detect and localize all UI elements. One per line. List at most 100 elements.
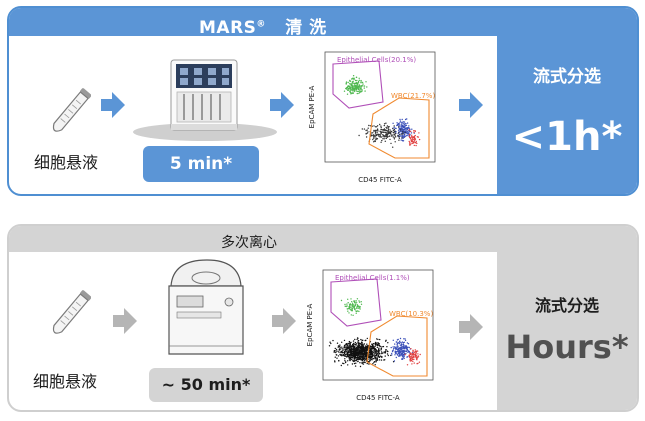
background-event-dot (361, 361, 363, 364)
wbc-event-dot (408, 140, 410, 143)
background-event-dot (354, 365, 357, 367)
background-event-dot (358, 345, 361, 347)
wbc-event-dot (401, 118, 403, 121)
wbc-gate-label: WBC(21.7%) (391, 92, 435, 100)
background-event-dot (386, 125, 389, 127)
background-event-dot (360, 341, 363, 343)
background-event-dot (361, 353, 363, 355)
wbc-event-dot (401, 349, 403, 351)
wbc-event-dot (398, 124, 400, 126)
background-event-dot (375, 137, 377, 139)
background-event-dot (350, 348, 352, 350)
wbc-event-dot (413, 351, 415, 354)
background-event-dot (363, 128, 366, 130)
background-event-dot (376, 338, 378, 340)
background-event-dot (354, 349, 356, 351)
background-event-dot (398, 126, 400, 128)
wbc-event-dot (396, 346, 398, 348)
epithelial-event-dot (344, 303, 346, 306)
background-event-dot (335, 348, 338, 351)
background-event-dot (334, 347, 336, 350)
background-event-dot (357, 360, 359, 363)
wbc-event-dot (408, 133, 411, 136)
epithelial-event-dot (352, 82, 354, 84)
wbc-event-dot (403, 134, 405, 136)
background-event-dot (385, 126, 387, 129)
wbc-event-dot (402, 123, 405, 125)
wbc-event-dot (415, 140, 417, 143)
background-event-dot (380, 141, 382, 143)
background-event-dot (375, 349, 378, 351)
background-event-dot (382, 138, 384, 140)
background-event-dot (356, 337, 359, 339)
background-event-dot (377, 338, 379, 341)
background-event-dot (370, 346, 372, 348)
background-event-dot (364, 339, 366, 342)
wbc-event-dot (410, 139, 412, 141)
background-event-dot (376, 128, 379, 130)
wbc-event-dot (404, 123, 406, 125)
wbc-event-dot (400, 130, 402, 132)
centrifuge-result-block: 流式分选 Hours* (497, 252, 637, 410)
background-event-dot (366, 343, 368, 345)
epithelial-event-dot (354, 304, 356, 307)
background-event-dot (369, 350, 372, 352)
epithelial-event-dot (350, 309, 352, 311)
background-event-dot (337, 350, 339, 352)
background-event-dot (357, 355, 359, 357)
background-event-dot (380, 351, 383, 353)
epithelial-gate (332, 60, 384, 109)
background-event-dot (345, 361, 347, 363)
epithelial-gate-label: Epithelial Cells(1.1%) (335, 274, 410, 282)
wbc-event-dot (399, 347, 401, 350)
wbc-event-dot (412, 350, 414, 353)
wbc-event-dot (415, 142, 417, 144)
epithelial-event-dot (348, 89, 350, 91)
epithelial-event-dot (355, 90, 357, 92)
background-event-dot (353, 362, 356, 365)
wbc-event-dot (403, 354, 405, 357)
wbc-event-dot (392, 122, 394, 125)
background-event-dot (382, 129, 385, 131)
background-event-dot (400, 129, 402, 131)
wbc-event-dot (410, 137, 412, 140)
background-event-dot (374, 126, 377, 128)
wbc-event-dot (417, 353, 419, 355)
wbc-event-dot (393, 360, 396, 362)
wbc-event-dot (417, 356, 419, 358)
background-event-dot (376, 359, 379, 361)
background-event-dot (376, 353, 379, 355)
wbc-event-dot (411, 363, 413, 365)
arrow-right-icon (270, 92, 294, 118)
wbc-event-dot (410, 358, 413, 360)
background-event-dot (376, 125, 379, 127)
wbc-event-dot (416, 136, 419, 138)
background-event-dot (373, 354, 375, 356)
background-event-dot (343, 339, 346, 342)
background-event-dot (343, 351, 346, 353)
background-event-dot (352, 353, 354, 355)
background-event-dot (379, 345, 381, 347)
background-event-dot (398, 137, 401, 139)
background-event-dot (329, 341, 331, 343)
background-event-dot (352, 340, 355, 342)
epithelial-event-dot (359, 85, 361, 87)
epithelial-event-dot (351, 81, 354, 83)
epithelial-event-dot (351, 90, 354, 92)
wbc-event-dot (412, 142, 415, 144)
wbc-event-dot (402, 129, 405, 131)
wbc-event-dot (419, 353, 421, 356)
background-event-dot (356, 352, 358, 354)
flow-sorting-label: 流式分选 (534, 296, 599, 315)
background-event-dot (380, 359, 383, 361)
wbc-event-dot (415, 355, 418, 357)
wbc-event-dot (393, 346, 396, 348)
total-time-value: Hours* (505, 328, 629, 366)
background-event-dot (341, 352, 343, 354)
background-event-dot (373, 347, 376, 350)
wbc-event-dot (400, 121, 402, 124)
background-event-dot (355, 347, 357, 349)
epithelial-event-dot (358, 307, 360, 309)
background-event-dot (393, 138, 396, 140)
background-event-dot (357, 344, 359, 346)
